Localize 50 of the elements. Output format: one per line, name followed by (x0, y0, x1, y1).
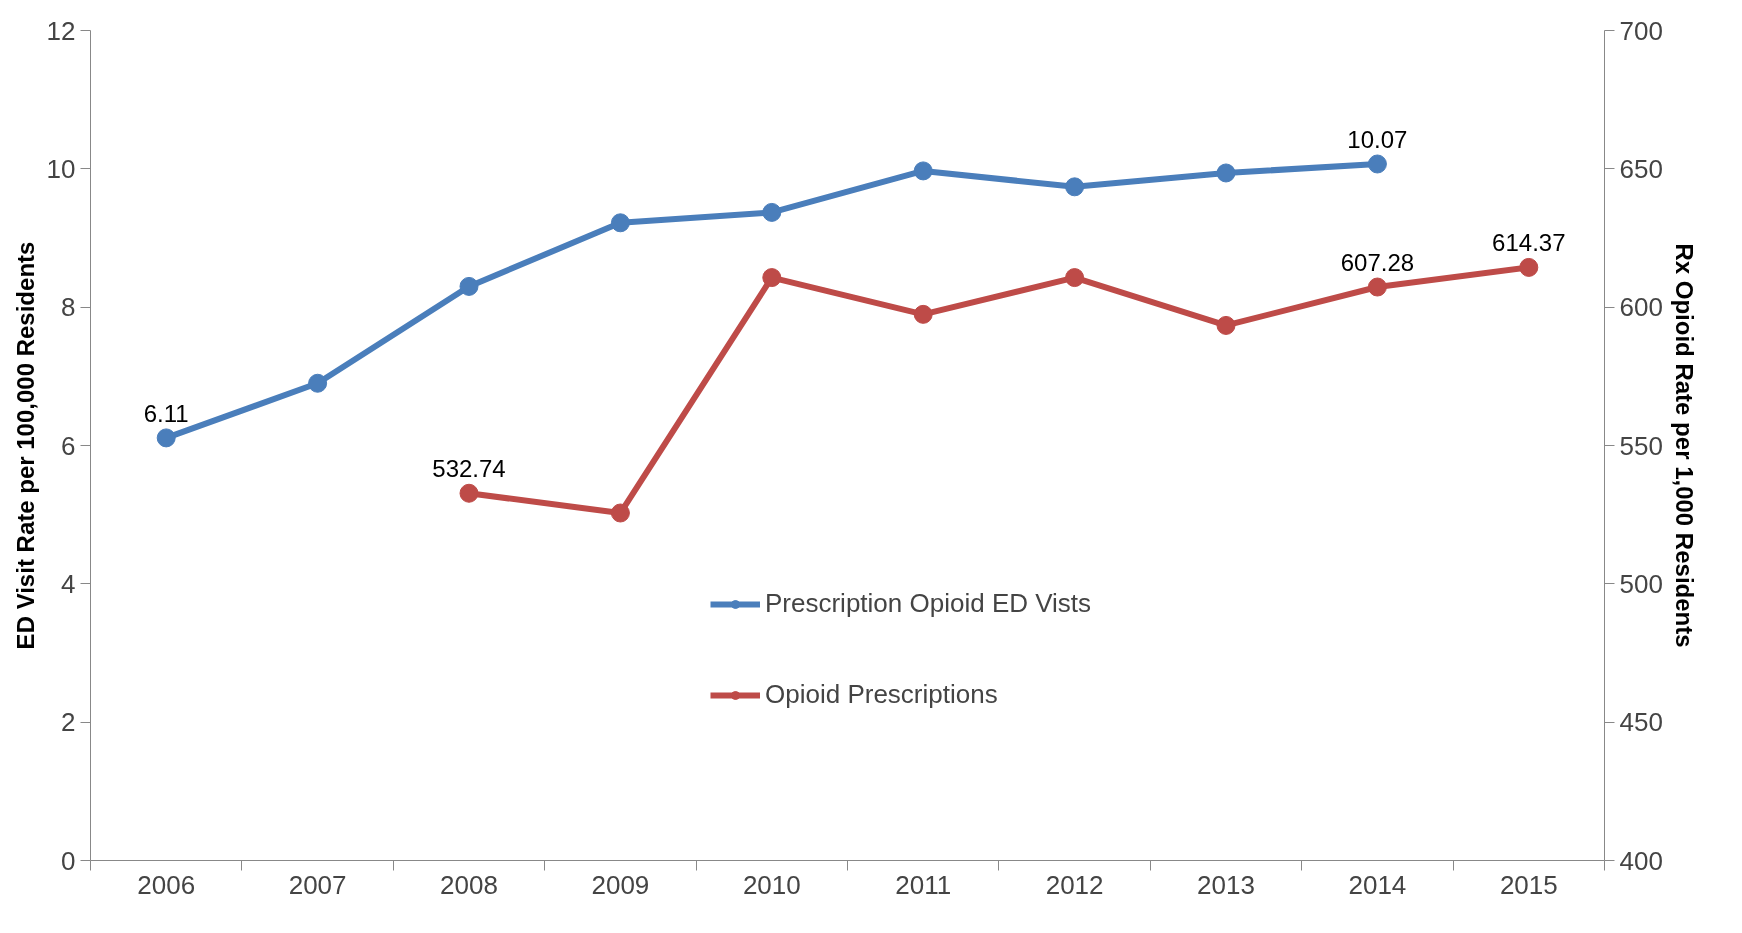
data-label: 10.07 (1347, 125, 1408, 153)
y2-axis-title: Rx Opioid Rate per 1,000 Residents (1670, 243, 1698, 648)
y2-tick-label: 600 (1619, 292, 1663, 323)
x-tick-label: 2009 (591, 869, 650, 900)
y2-tick-label: 700 (1619, 15, 1663, 46)
y2-tick-label: 500 (1619, 568, 1663, 599)
y2-tick-label: 550 (1619, 430, 1663, 461)
y-tick-label: 10 (46, 153, 76, 184)
y2-tick-label: 400 (1619, 845, 1663, 876)
data-label: 6.11 (143, 399, 189, 427)
point (610, 503, 630, 523)
x-tick-label: 2006 (137, 869, 196, 900)
point (1216, 315, 1236, 335)
point (459, 276, 479, 296)
data-label: 607.28 (1340, 249, 1415, 277)
point (459, 483, 479, 503)
y-tick-label: 0 (61, 845, 76, 876)
y2-tick-label: 650 (1619, 153, 1663, 184)
x-tick-label: 2007 (288, 869, 347, 900)
y-tick-label: 6 (61, 430, 76, 461)
point (308, 373, 328, 393)
point (1065, 268, 1085, 288)
y2-tick-label: 450 (1619, 707, 1663, 738)
point (762, 202, 782, 222)
point (1367, 154, 1387, 174)
point (1519, 257, 1539, 277)
point (1216, 163, 1236, 183)
data-label: 532.74 (432, 455, 506, 483)
point (156, 428, 176, 448)
point (1367, 277, 1387, 297)
point (762, 268, 782, 288)
point (1065, 177, 1085, 197)
data-label: 614.37 (1492, 229, 1566, 257)
y-axis-title: ED Visit Rate per 100,000 Residents (11, 241, 39, 650)
y-tick-label: 8 (61, 292, 76, 323)
x-tick-label: 2011 (895, 869, 952, 900)
point (913, 161, 933, 181)
x-tick-label: 2012 (1045, 869, 1104, 900)
legend-label: Opioid Prescriptions (765, 679, 998, 710)
point (913, 304, 933, 324)
y-tick-label: 4 (61, 568, 76, 599)
y-tick-label: 12 (46, 15, 76, 46)
y-tick-label: 2 (61, 707, 76, 738)
x-tick-label: 2015 (1499, 869, 1558, 900)
x-tick-label: 2013 (1197, 869, 1255, 900)
x-tick-label: 2014 (1348, 869, 1407, 900)
x-tick-label: 2010 (742, 869, 801, 900)
legend-label: Prescription Opioid ED Vists (765, 588, 1092, 619)
x-tick-label: 2008 (440, 869, 498, 900)
point (610, 213, 630, 233)
